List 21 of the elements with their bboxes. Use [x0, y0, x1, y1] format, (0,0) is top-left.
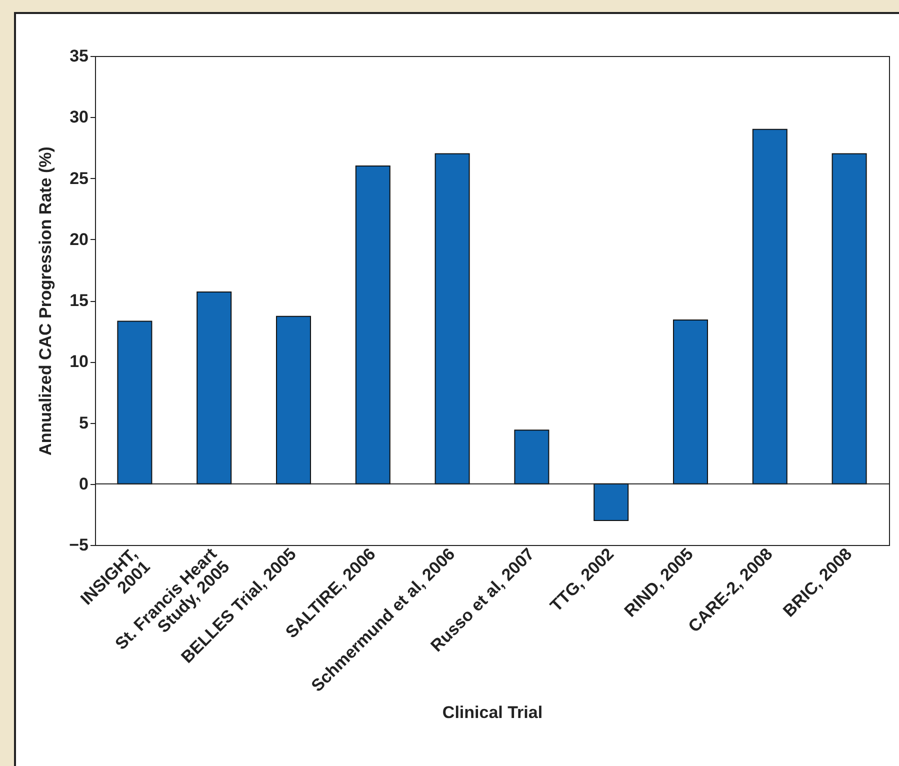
x-axis-title: Clinical Trial — [442, 702, 543, 722]
bar — [196, 291, 232, 484]
bar — [752, 128, 788, 484]
y-axis-title: Annualized CAC Progression Rate (%) — [36, 146, 56, 456]
y-tick-label: 5 — [79, 413, 88, 432]
y-tick-label: 20 — [70, 230, 88, 249]
y-tick-label: 30 — [70, 108, 88, 127]
y-tick-label: 25 — [70, 168, 88, 188]
bar — [594, 483, 629, 522]
bar — [276, 316, 311, 484]
bar — [514, 430, 550, 484]
y-tick-label: 35 — [70, 46, 88, 66]
bar — [434, 153, 470, 484]
y-tick-label: −5 — [69, 536, 88, 554]
y-tick-label: 10 — [70, 352, 88, 372]
y-tick-label: 15 — [70, 291, 88, 310]
bar — [673, 320, 708, 484]
bar — [355, 166, 390, 484]
bar — [117, 320, 152, 484]
bar — [832, 153, 867, 484]
y-tick-label: 0 — [79, 474, 88, 494]
